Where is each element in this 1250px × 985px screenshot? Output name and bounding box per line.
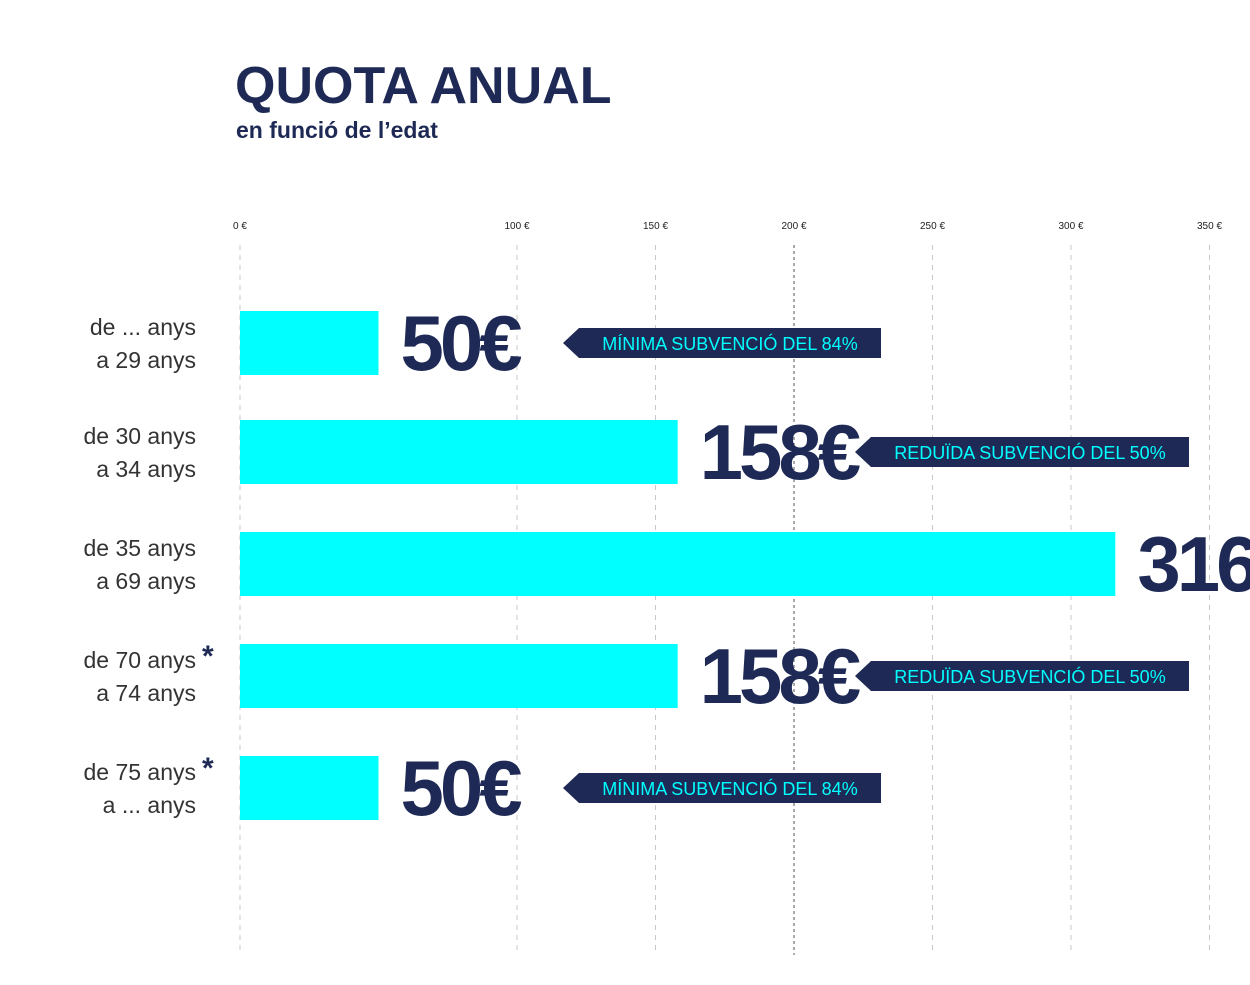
grid: [239, 245, 1210, 955]
category-label-line2: a ... anys: [103, 792, 196, 818]
value-label: 316€: [1137, 520, 1250, 608]
value-label: 50€: [401, 299, 523, 387]
bar: [240, 756, 379, 820]
category-label-line2: a 29 anys: [96, 347, 196, 373]
bar-rows: de ... anys a 29 anys 50€ MÍNIMA SUBVENCIÓ …: [83, 299, 1250, 832]
tick-label: 300 €: [1058, 221, 1083, 232]
category-label-line1: de ... anys: [90, 314, 196, 340]
value-label: 158€: [700, 408, 861, 496]
value-label: 50€: [401, 744, 523, 832]
category-label-line1: de 35 anys: [83, 535, 196, 561]
annotation-text: MÍNIMA SUBVENCIÓ DEL 84%: [602, 333, 857, 354]
annotation-text: REDUÏDA SUBVENCIÓ DEL 50%: [894, 666, 1165, 687]
annotation-badge: [855, 437, 1189, 467]
tick-label: 150 €: [643, 221, 668, 232]
annotation-badge: [563, 773, 881, 803]
annotation-badge: [855, 661, 1189, 691]
annotation-text: MÍNIMA SUBVENCIÓ DEL 84%: [602, 778, 857, 799]
tick-label: 250 €: [920, 221, 945, 232]
bar: [240, 532, 1116, 596]
asterisk-mark: *: [202, 752, 214, 785]
chart-subtitle: en funció de l’edat: [236, 117, 438, 143]
tick-label: 350 €: [1197, 221, 1222, 232]
category-label-line1: de 30 anys: [83, 423, 196, 449]
chart-title: QUOTA ANUAL: [235, 57, 611, 115]
annotation-text: REDUÏDA SUBVENCIÓ DEL 50%: [894, 442, 1165, 463]
category-label-line2: a 34 anys: [96, 456, 196, 482]
asterisk-mark: *: [202, 640, 214, 673]
category-label-line2: a 69 anys: [96, 568, 196, 594]
bar: [240, 420, 678, 484]
value-label: 158€: [700, 632, 861, 720]
annotation-badge: [563, 328, 881, 358]
tick-label: 200 €: [781, 221, 806, 232]
x-axis-ticks: 0 € 100 € 150 € 200 € 250 € 300 € 350 €: [233, 221, 1222, 232]
bar: [240, 311, 379, 375]
category-label-line2: a 74 anys: [96, 680, 196, 706]
bar: [240, 644, 678, 708]
tick-label: 100 €: [504, 221, 529, 232]
category-label-line1: de 75 anys: [83, 759, 196, 785]
tick-label: 0 €: [233, 221, 247, 232]
category-label-line1: de 70 anys: [83, 647, 196, 673]
